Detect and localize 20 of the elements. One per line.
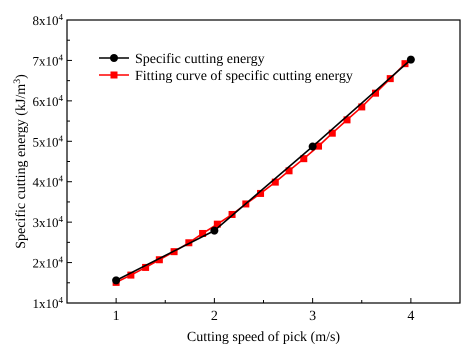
point — [210, 226, 218, 235]
legend-label: Specific cutting energy — [135, 52, 265, 67]
y-tick-label: 6x10$^{4}$ — [32, 92, 64, 109]
y-tick-label: 3x10$^{4}$ — [32, 214, 64, 230]
y-tick-label: 4x10$^{4}$ — [32, 174, 64, 190]
x-tick-label: 1 — [112, 309, 120, 324]
point — [300, 155, 308, 162]
y-tick-label: 1x10$^{4}$ — [32, 295, 64, 311]
y-tick-label: 2x10$^{4}$ — [32, 254, 64, 271]
x-tick-label: 2 — [210, 309, 218, 324]
legend-label: Fitting curve of specific cutting energy — [135, 69, 353, 84]
y-tick-label: 8x10$^{4}$ — [32, 12, 64, 28]
y-tick-label: 5x10$^{4}$ — [32, 133, 64, 150]
x-axis-title: Cutting speed of pick (m/s) — [186, 330, 340, 345]
x-tick-label: 3 — [309, 309, 316, 324]
y-tick-label: 7x10$^{4}$ — [32, 52, 64, 68]
point — [406, 56, 415, 64]
point — [112, 276, 120, 284]
point — [308, 142, 317, 151]
x-tick-label: 4 — [407, 309, 414, 324]
